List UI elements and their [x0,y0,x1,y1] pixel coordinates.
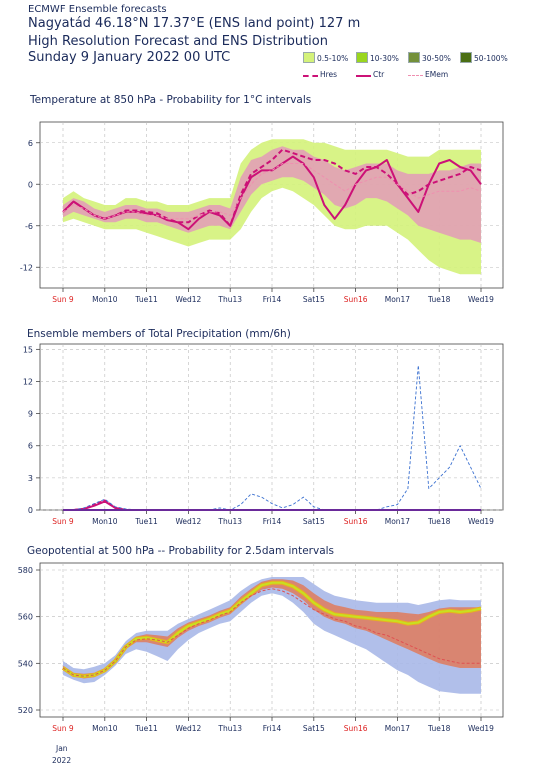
y-tick-label-geo: 520 [18,706,33,715]
x-tick-label-precip: Tue11 [134,517,158,526]
x-sub-label-jan: Jan [56,744,68,753]
x-tick-label-precip: Sun16 [344,517,368,526]
legend-label-1: 10-30% [370,54,399,63]
x-tick-label-geo: Sun 9 [52,724,74,733]
x-tick-label-geo: Wed19 [468,724,494,733]
legend-swatch-0 [303,52,315,63]
x-tick-label-geo: Sun16 [344,724,368,733]
x-tick-label-temp: Sat15 [303,295,325,304]
x-tick-label-temp: Thu13 [217,295,242,304]
y-tick-label-precip: 9 [28,410,33,419]
x-tick-label-precip: Fri14 [263,517,282,526]
y-tick-label-precip: 6 [28,442,33,451]
series-ctr-geo [62,581,482,678]
y-tick-label-temp: 0 [28,180,33,189]
y-tick-label-geo: 540 [18,659,33,668]
x-tick-label-geo: Mon17 [385,724,411,733]
legend-label-0: 0.5-10% [317,54,349,63]
y-tick-label-precip: 12 [23,377,33,386]
x-tick-label-precip: Mon10 [92,517,118,526]
x-tick-label-temp: Fri14 [263,295,282,304]
x-tick-label-temp: Sun16 [344,295,368,304]
x-tick-label-precip: Mon17 [385,517,411,526]
x-tick-label-temp: Wed12 [175,295,201,304]
legend-swatch-2 [408,52,420,63]
plot-frame-precip [39,343,504,511]
plot-frame-geo [39,562,504,718]
panel-title-temperature: Temperature at 850 hPa - Probability for… [30,94,312,106]
x-tick-label-precip: Sun 9 [52,517,74,526]
series-emem-precip [63,364,482,511]
x-tick-label-precip: Tue18 [427,517,451,526]
legend-swatch-3 [460,52,472,63]
location-title: Nagyatád 46.18°N 17.37°E (ENS land point… [28,16,361,31]
y-tick-label-temp: -6 [25,222,33,231]
x-tick-label-temp: Tue18 [427,295,451,304]
x-tick-label-geo: Mon10 [92,724,118,733]
forecast-subtitle: High Resolution Forecast and ENS Distrib… [28,34,328,49]
y-tick-label-temp: 6 [28,139,33,148]
panel-title-precipitation: Ensemble members of Total Precipitation … [27,328,291,340]
x-sub-label-year: 2022 [52,756,72,765]
x-tick-label-precip: Thu13 [217,517,242,526]
legend-label-emem: EMem [425,70,449,79]
y-tick-label-temp: -12 [20,263,33,272]
small-title: ECMWF Ensemble forecasts [28,4,167,15]
series-hres-temp [62,148,482,227]
x-tick-label-precip: Wed12 [175,517,201,526]
x-tick-label-geo: Tue18 [427,724,451,733]
forecast-date: Sunday 9 January 2022 00 UTC [28,50,231,65]
series-emem-geo [62,588,481,677]
x-tick-label-temp: Mon10 [92,295,118,304]
x-tick-label-geo: Wed12 [175,724,201,733]
legend-label-2: 30-50% [422,54,451,63]
legend-swatch-1 [356,52,368,63]
legend-label-3: 50-100% [474,54,508,63]
y-tick-label-geo: 580 [18,566,33,575]
x-tick-label-temp: Wed19 [468,295,494,304]
legend-line-ctr [356,75,371,77]
x-tick-label-geo: Thu13 [217,724,242,733]
x-tick-label-temp: Sun 9 [52,295,74,304]
x-tick-label-temp: Tue11 [134,295,158,304]
x-tick-label-geo: Sat15 [303,724,325,733]
x-tick-label-temp: Mon17 [385,295,411,304]
y-tick-label-geo: 560 [18,613,33,622]
x-tick-label-geo: Fri14 [263,724,282,733]
series-emem-temp [62,163,482,220]
y-tick-label-precip: 15 [23,345,33,354]
panel-title-geopotential: Geopotential at 500 hPa -- Probability f… [27,545,335,557]
legend-label-ctr: Ctr [373,70,385,79]
x-tick-label-precip: Sat15 [303,517,325,526]
y-tick-label-precip: 0 [28,506,33,515]
y-tick-label-precip: 3 [28,474,33,483]
x-tick-label-geo: Tue11 [134,724,158,733]
legend-line-hres [303,75,318,77]
prob-band-geo-0 [63,577,481,694]
legend-line-emem [408,75,423,76]
plot-frame-temp [39,121,504,289]
x-tick-label-precip: Wed19 [468,517,494,526]
legend-label-hres: Hres [320,70,338,79]
